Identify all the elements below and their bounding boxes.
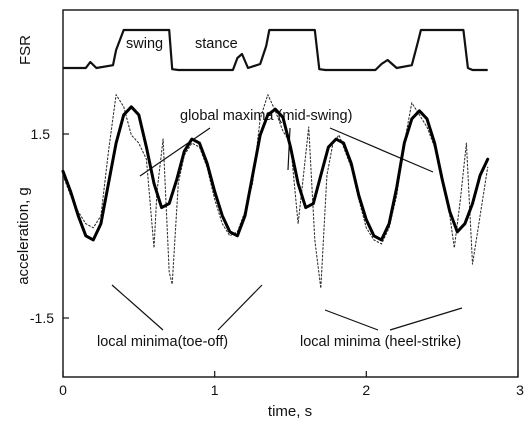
leader-heel-1 (324, 309, 379, 331)
annotation-local-minima-heel-strike: local minima (heel-strike) (300, 334, 461, 350)
annotation-swing: swing (126, 36, 163, 52)
x-axis-title: time, s (268, 403, 312, 420)
leader-maxima-3 (329, 127, 434, 173)
x-tick-label-3: 3 (516, 382, 524, 398)
leader-maxima-2 (287, 127, 291, 171)
series-layer (61, 94, 490, 289)
x-tick-label-1: 1 (211, 382, 219, 398)
annotation-stance: stance (195, 36, 238, 52)
fsr-trace-line (63, 28, 488, 72)
tick-marks (62, 133, 519, 377)
x-tick-label-2: 2 (362, 382, 370, 398)
fsr-axis-title: FSR (17, 35, 34, 65)
annotation-local-minima-toe-off: local minima(toe-off) (97, 334, 228, 350)
fsr-layer (63, 28, 488, 72)
plot-frame (62, 9, 519, 378)
leader-heel-2 (389, 307, 463, 331)
filtered-acceleration-line (61, 105, 490, 242)
y-tick-label-minus1.5: -1.5 (30, 310, 54, 326)
leader-toeoff-1 (111, 284, 164, 331)
annotation-leader-lines (111, 127, 463, 331)
y-tick-label-1.5: 1.5 (31, 126, 51, 142)
y-axis-title: acceleration, g (15, 187, 32, 285)
leader-toeoff-2 (217, 284, 263, 331)
x-tick-label-0: 0 (59, 382, 67, 398)
